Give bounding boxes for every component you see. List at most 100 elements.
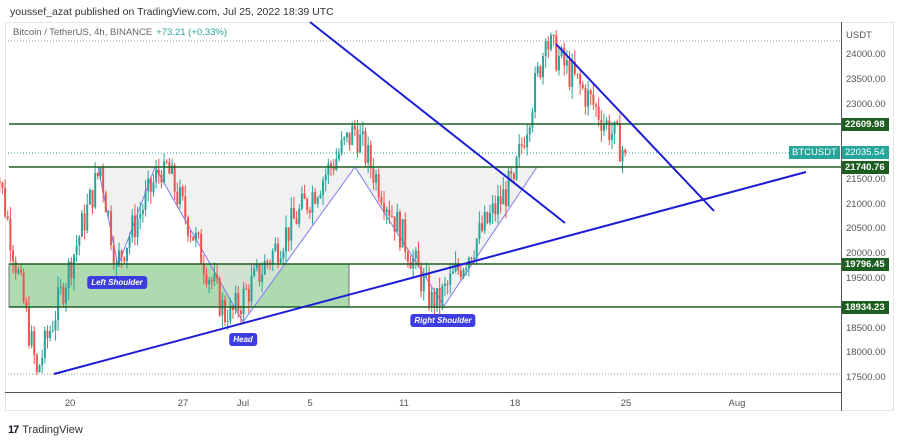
candle-body [340, 139, 343, 154]
candle-body [96, 172, 99, 177]
candle-body [269, 262, 272, 264]
candle-body [552, 35, 555, 37]
candle-body [43, 330, 46, 359]
candle-body [406, 252, 409, 262]
price-change: +73.21 (+0.33%) [156, 27, 227, 38]
tradingview-logo[interactable]: 17 TradingView [8, 424, 83, 436]
candle-body [234, 292, 237, 310]
descending-trendline-right[interactable] [555, 43, 715, 212]
candle-body [200, 233, 203, 265]
candle-body [436, 288, 439, 308]
candle-body [322, 180, 325, 195]
price-tick: 18500.00 [846, 323, 886, 334]
candle-body [311, 192, 314, 213]
candle-body [330, 163, 333, 167]
candle-body [67, 261, 70, 289]
left-shoulder-label[interactable]: Left Shoulder [87, 276, 147, 289]
candle-body [457, 263, 460, 271]
candle-body [152, 182, 155, 192]
time-tick: 18 [509, 398, 521, 409]
candle-body [1, 182, 4, 188]
candle-body [144, 191, 147, 210]
candle-body [433, 291, 436, 308]
candle-body [282, 251, 285, 259]
candle-body [239, 310, 242, 315]
candle-body [171, 165, 174, 174]
candle-body [616, 121, 619, 125]
candle-body [507, 171, 510, 207]
candle-body [454, 263, 457, 272]
candle-body [348, 132, 351, 146]
candle-body [75, 245, 78, 255]
time-axis-separator [5, 392, 841, 393]
candle-body [597, 106, 600, 120]
candle-body [536, 66, 539, 74]
candle-body [62, 286, 65, 304]
candle-body [579, 74, 582, 85]
candle-body [303, 193, 306, 199]
candle-body [462, 269, 465, 278]
time-tick: Aug [728, 398, 746, 409]
candle-body [565, 60, 568, 66]
candle-body [51, 330, 54, 332]
price-tick: 21500.00 [846, 174, 886, 185]
candle-body [136, 218, 139, 238]
candle-body [613, 121, 616, 134]
candle-body [314, 192, 317, 204]
candle-body [380, 197, 383, 204]
candle-body [250, 276, 253, 302]
candle-body [181, 187, 184, 197]
candle-body [573, 61, 576, 74]
time-tick: 20 [64, 398, 76, 409]
candle-body [245, 288, 248, 290]
price-tick: 23000.00 [846, 99, 886, 110]
candle-body [125, 247, 128, 262]
head-label[interactable]: Head [229, 333, 257, 346]
candle-body [337, 153, 340, 159]
candle-body [12, 250, 15, 262]
candle-body [364, 131, 367, 163]
candle-body [428, 273, 431, 308]
candle-body [549, 35, 552, 50]
candle-body [186, 217, 189, 236]
candle-body [557, 56, 560, 71]
candle-body [504, 189, 507, 207]
candle-body [584, 88, 587, 107]
candle-body [261, 274, 264, 282]
candle-body [502, 189, 505, 205]
right-shoulder-label[interactable]: Right Shoulder [410, 314, 476, 327]
candle-body [438, 288, 441, 306]
descending-trendline-left[interactable] [309, 21, 566, 224]
price-tick: 21000.00 [846, 199, 886, 210]
candle-body [149, 178, 152, 192]
candle-body [401, 219, 404, 248]
demand-zone[interactable] [8, 263, 350, 308]
candle-body [78, 236, 81, 246]
candle-body [518, 144, 521, 158]
candle-body [147, 178, 150, 192]
candle-body [539, 66, 542, 78]
candle-body [449, 273, 452, 285]
candle-body [483, 212, 486, 231]
candle-body [155, 169, 158, 183]
candle-body [49, 331, 52, 339]
candle-body [475, 238, 478, 258]
candle-body [316, 197, 319, 204]
candle-body [107, 211, 110, 213]
candle-body [59, 286, 62, 288]
candle-body [491, 203, 494, 214]
candle-body [417, 250, 420, 267]
candle-body [178, 187, 181, 204]
candle-body [139, 213, 142, 219]
price-tick: 17500.00 [846, 372, 886, 383]
candle-body [390, 215, 393, 217]
candle-body [14, 261, 17, 273]
candle-body [383, 203, 386, 213]
candle-body [287, 227, 290, 241]
candle-body [367, 145, 370, 163]
candle-body [600, 119, 603, 131]
ascending-trendline[interactable] [53, 171, 807, 375]
time-tick: 25 [620, 398, 632, 409]
candle-body [520, 144, 523, 146]
